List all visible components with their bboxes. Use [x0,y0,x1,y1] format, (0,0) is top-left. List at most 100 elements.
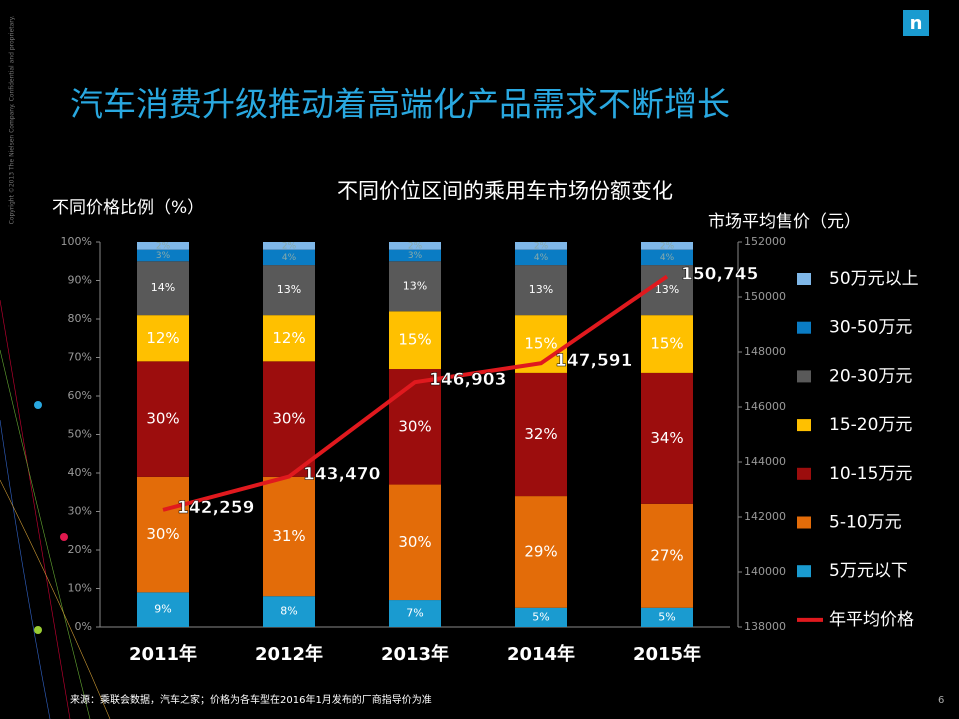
bar-value-label: 8% [280,605,297,618]
bar-segment [641,242,693,250]
line-value-label: 150,745 [681,265,758,285]
y2-tick-label: 148000 [744,345,786,358]
bar-value-label: 3% [408,251,423,261]
legend-label: 年平均价格 [829,610,914,630]
bar-value-label: 29% [524,542,557,560]
source-note: 来源：乘联会数据，汽车之家；价格为各车型在2016年1月发布的厂商指导价为准 [70,693,432,706]
y2-tick-label: 138000 [744,620,786,633]
bar-value-label: 30% [272,410,305,428]
bar-value-label: 13% [529,283,553,296]
bar-segment [137,261,189,316]
legend-label: 15-20万元 [829,415,912,435]
bar-segment [515,607,567,627]
y-tick-label: 30% [68,505,92,518]
y-tick-label: 10% [68,582,92,595]
bar-value-label: 27% [650,546,683,564]
bar-segment [137,476,189,593]
bar-value-label: 2% [660,241,675,251]
y-tick-label: 60% [68,389,92,402]
bar-segment [263,242,315,250]
bar-segment [389,369,441,485]
bar-value-label: 34% [650,429,683,447]
bar-segment [515,372,567,497]
legend-swatch [797,419,811,432]
bar-value-label: 9% [154,603,171,616]
y-tick-label: 100% [61,235,92,248]
bar-value-label: 2% [408,241,423,251]
y-tick-label: 80% [68,312,92,325]
legend-swatch [797,565,811,578]
y-axis-title: 不同价格比例（%） [52,198,204,218]
bar-value-label: 12% [272,329,305,347]
y2-tick-label: 140000 [744,565,786,578]
y2-tick-label: 150000 [744,290,786,303]
legend-label: 50万元以上 [829,269,919,289]
y2-tick-label: 146000 [744,400,786,413]
bar-segment [641,607,693,627]
x-tick-label: 2014年 [507,643,575,665]
bar-segment [137,315,189,362]
bar-value-label: 4% [534,253,549,263]
legend-label: 10-15万元 [829,464,912,484]
bar-segment [515,265,567,316]
bar-value-label: 15% [650,335,683,353]
deco-line [0,349,91,719]
deco-dot [60,533,68,541]
bar-value-label: 13% [403,279,427,292]
legend-label: 20-30万元 [829,366,912,386]
y-tick-label: 70% [68,351,92,364]
x-tick-label: 2015年 [633,643,701,665]
legend-swatch [797,467,811,480]
bar-segment [515,242,567,250]
legend-swatch [797,321,811,334]
line-value-label: 142,259 [177,498,254,518]
bar-segment [389,242,441,250]
bar-segment [515,249,567,266]
y-tick-label: 90% [68,274,92,287]
bar-value-label: 30% [146,525,179,543]
bar-value-label: 5% [658,610,675,623]
bar-value-label: 7% [406,607,423,620]
bar-value-label: 30% [146,410,179,428]
bar-segment [389,311,441,370]
y2-tick-label: 144000 [744,455,786,468]
line-value-label: 146,903 [429,370,506,390]
logo-box [903,10,929,36]
bar-segment [389,484,441,601]
bar-value-label: 2% [534,241,549,251]
bar-segment [641,503,693,608]
bar-value-label: 31% [272,527,305,545]
bar-segment [137,242,189,250]
legend-label: 5-10万元 [829,513,902,533]
bar-segment [263,249,315,266]
bar-value-label: 32% [524,425,557,443]
deco-dot [34,401,42,409]
bar-value-label: 2% [282,241,297,251]
bar-value-label: 15% [524,335,557,353]
y2-axis-title: 市场平均售价（元） [708,212,861,232]
line-series [162,274,669,512]
bar-value-label: 2% [156,241,171,251]
bar-value-label: 13% [277,283,301,296]
y-tick-label: 0% [75,620,92,633]
page-number: 6 [938,695,944,706]
bar-segment [137,361,189,477]
bar-segment [515,496,567,608]
slide-title: 汽车消费升级推动着高端化产品需求不断增长 [70,85,730,124]
bar-segment [641,372,693,504]
bar-segment [263,265,315,316]
bar-segment [263,596,315,627]
y-tick-label: 20% [68,543,92,556]
logo: n [910,13,923,34]
deco-line [0,299,71,719]
bar-segment [389,261,441,312]
bar-segment [137,249,189,262]
bar-value-label: 12% [146,329,179,347]
bar-segment [263,315,315,362]
bar-value-label: 30% [398,417,431,435]
x-tick-label: 2011年 [129,643,197,665]
bar-value-label: 3% [156,251,171,261]
bar-segment [641,249,693,266]
